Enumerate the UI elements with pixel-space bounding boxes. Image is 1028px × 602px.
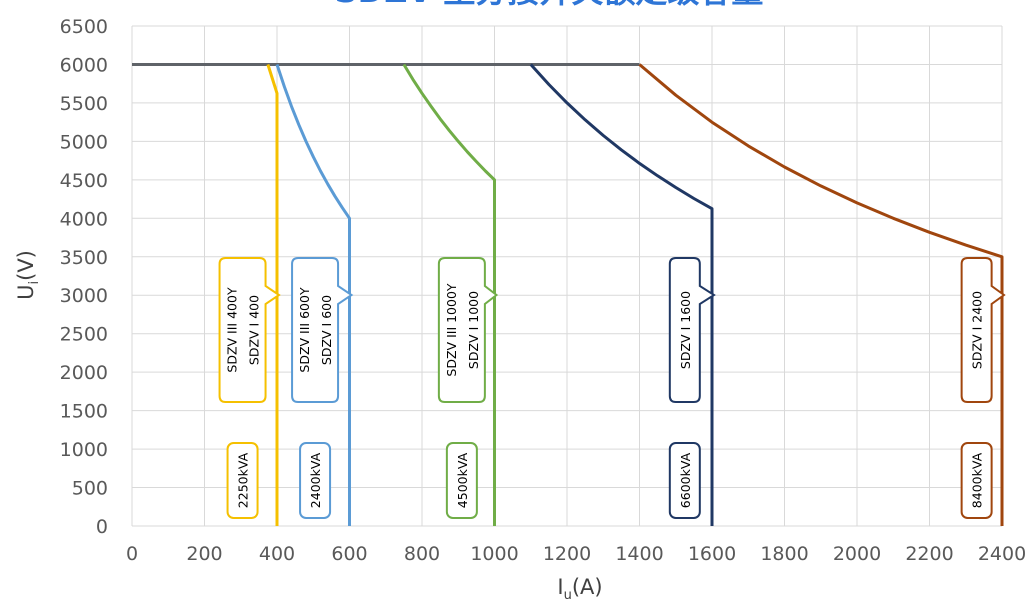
series-line-5 [638,63,1004,526]
y-tick-label: 4000 [60,208,108,230]
x-tick-label: 600 [331,543,367,565]
model-callout-3 [437,257,499,403]
model-label: SDZV III 1000Y [444,283,459,376]
y-tick-label: 6000 [60,54,108,76]
x-tick-label: 2200 [905,543,953,565]
series-line-4 [529,63,714,526]
y-tick-label: 5500 [60,93,108,115]
model-callout-2 [291,257,354,403]
x-tick-label: 2400 [978,543,1026,565]
x-tick-label: 200 [186,543,222,565]
capacity-label: 4500kVA [455,452,470,508]
y-tick-label: 1500 [60,401,108,423]
capacity-callout-1 [226,442,259,519]
capacity-label: 6600kVA [678,452,693,508]
y-tick-label: 5000 [60,131,108,153]
callout-layer: SDZV III 400Y SDZV I 400 2250kVA SDZV III 6… [218,257,1006,519]
y-tick-label: 0 [96,516,108,538]
model-label: SDZV I 600 [319,295,334,365]
series-line-3 [402,63,496,526]
model-label: SDZV I 2400 [970,291,985,369]
x-axis-label: Iu(A) [557,575,602,602]
y-tick-label: 3500 [60,247,108,269]
model-label: SDZV I 1600 [678,291,693,369]
series-line-1 [266,64,279,526]
model-label: SDZV III 400Y [225,287,240,373]
series-line-2 [275,64,351,526]
x-tick-label: 1200 [543,543,591,565]
capacity-label: 8400kVA [970,452,985,508]
y-tick-label: 500 [72,478,108,500]
chart-title: SDZV 型分接开关额定级容量 [335,0,764,10]
y-tick-label: 4500 [60,170,108,192]
x-tick-label: 800 [404,543,440,565]
model-callout-4 [668,257,716,403]
y-axis-label: Ui(V) [14,250,42,300]
x-tick-label: 0 [126,543,138,565]
y-tick-label: 2000 [60,362,108,384]
capacity-callout-3 [445,442,478,519]
x-tick-label: 400 [259,543,295,565]
capacity-callout-4 [668,442,701,519]
x-tick-label: 2000 [833,543,881,565]
capacity-label: 2400kVA [308,452,323,508]
model-label: SDZV III 600Y [297,287,312,373]
model-callout-1 [218,257,281,403]
y-tick-label: 1000 [60,439,108,461]
capacity-callout-5 [960,442,993,519]
series-layer [132,62,1004,526]
capacity-callout-2 [299,442,332,519]
y-tick-label: 6500 [60,16,108,38]
y-tick-label: 3000 [60,285,108,307]
model-callout-5 [960,257,1006,403]
y-tick-label: 2500 [60,324,108,346]
x-tick-label: 1000 [470,543,518,565]
capacity-label: 2250kVA [236,452,251,508]
x-tick-label: 1800 [760,543,808,565]
axis-tick-labels: 0 200 400 600 800 1000 1200 1400 1600 1800 2000 220… [60,16,1027,565]
x-tick-label: 1400 [615,543,663,565]
model-label: SDZV I 1000 [466,291,481,369]
x-tick-label: 1600 [688,543,736,565]
model-label: SDZV I 400 [247,295,262,365]
